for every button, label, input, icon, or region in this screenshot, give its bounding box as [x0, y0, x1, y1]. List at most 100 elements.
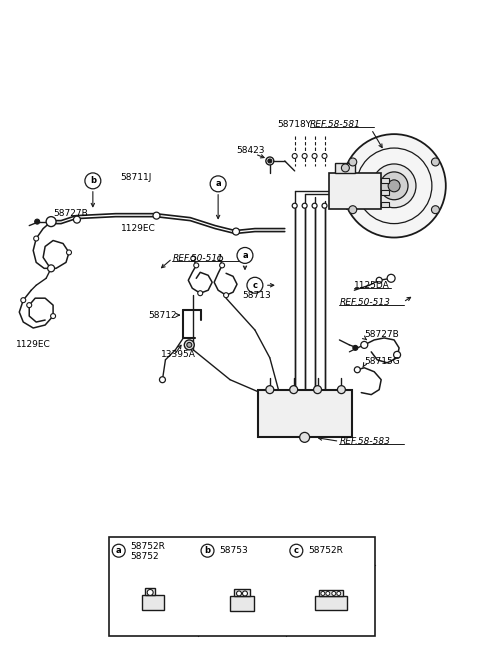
Text: REF.58-583: REF.58-583 — [339, 437, 390, 446]
Circle shape — [85, 173, 101, 189]
Circle shape — [302, 203, 307, 208]
Circle shape — [217, 256, 223, 261]
Bar — [315, 596, 347, 610]
Circle shape — [237, 247, 253, 263]
Text: 58752R: 58752R — [308, 546, 343, 555]
Text: c: c — [252, 281, 257, 290]
Circle shape — [342, 134, 446, 237]
Circle shape — [292, 154, 297, 159]
Text: REF.50-513: REF.50-513 — [339, 298, 390, 306]
Bar — [234, 590, 250, 596]
Text: b: b — [204, 546, 211, 555]
Circle shape — [302, 154, 307, 159]
Text: 58712: 58712 — [148, 310, 177, 319]
Text: 1129EC: 1129EC — [120, 224, 156, 233]
Circle shape — [268, 159, 272, 163]
Bar — [319, 590, 343, 596]
Circle shape — [332, 592, 336, 596]
Bar — [145, 588, 155, 596]
Circle shape — [376, 277, 382, 283]
Circle shape — [387, 274, 395, 282]
Bar — [109, 537, 375, 636]
Text: 58718Y: 58718Y — [278, 119, 312, 129]
Bar — [336, 163, 355, 173]
Circle shape — [361, 341, 368, 348]
Circle shape — [73, 216, 81, 223]
Bar — [230, 596, 254, 611]
Text: a: a — [242, 251, 248, 260]
Circle shape — [46, 216, 56, 226]
Circle shape — [247, 277, 263, 293]
Text: 58727B: 58727B — [364, 331, 399, 339]
Circle shape — [341, 164, 349, 172]
Bar — [381, 178, 389, 183]
Text: b: b — [90, 176, 96, 186]
Bar — [329, 173, 381, 209]
Circle shape — [48, 265, 55, 272]
Circle shape — [394, 352, 401, 358]
Text: 13395A: 13395A — [160, 350, 195, 359]
Text: 58753: 58753 — [219, 546, 248, 555]
Circle shape — [187, 342, 192, 348]
Circle shape — [21, 298, 26, 302]
Circle shape — [159, 377, 166, 382]
Circle shape — [232, 228, 240, 235]
Text: 58752R: 58752R — [131, 543, 166, 551]
Circle shape — [237, 591, 241, 596]
Circle shape — [194, 263, 199, 268]
Text: 58711J: 58711J — [120, 173, 152, 182]
Text: REF.50-511: REF.50-511 — [172, 254, 223, 263]
Circle shape — [224, 293, 228, 298]
Circle shape — [321, 592, 325, 596]
Circle shape — [266, 386, 274, 394]
Circle shape — [35, 219, 40, 224]
Circle shape — [184, 340, 194, 350]
Circle shape — [349, 158, 357, 166]
Text: a: a — [216, 179, 221, 188]
Text: a: a — [116, 546, 121, 555]
Circle shape — [353, 346, 358, 350]
Circle shape — [292, 203, 297, 208]
Text: 58752: 58752 — [131, 552, 159, 561]
Text: 58715G: 58715G — [364, 358, 400, 366]
Circle shape — [312, 154, 317, 159]
Circle shape — [191, 256, 196, 261]
Circle shape — [322, 203, 327, 208]
Bar — [381, 190, 389, 195]
Circle shape — [27, 302, 32, 308]
Circle shape — [210, 176, 226, 192]
Circle shape — [50, 314, 56, 319]
Circle shape — [349, 206, 357, 214]
Circle shape — [312, 203, 317, 208]
Circle shape — [372, 164, 416, 208]
Circle shape — [147, 590, 153, 596]
Circle shape — [266, 157, 274, 165]
Circle shape — [290, 386, 298, 394]
Circle shape — [432, 158, 439, 166]
Circle shape — [67, 250, 72, 255]
Circle shape — [326, 592, 330, 596]
Text: 58423: 58423 — [236, 146, 264, 155]
Circle shape — [153, 212, 160, 219]
Circle shape — [337, 592, 341, 596]
Bar — [142, 596, 164, 610]
Circle shape — [34, 236, 39, 241]
Circle shape — [112, 544, 125, 557]
Circle shape — [300, 432, 310, 442]
Circle shape — [198, 291, 203, 296]
Circle shape — [220, 263, 225, 268]
Bar — [1, 2, 479, 96]
Circle shape — [322, 154, 327, 159]
Circle shape — [242, 591, 248, 596]
Circle shape — [432, 206, 439, 214]
Circle shape — [380, 172, 408, 199]
Bar — [258, 390, 352, 438]
Text: REF.58-581: REF.58-581 — [310, 119, 360, 129]
Circle shape — [388, 180, 400, 192]
Text: 58713: 58713 — [242, 291, 271, 300]
Circle shape — [337, 386, 346, 394]
Text: c: c — [294, 546, 299, 555]
Circle shape — [354, 367, 360, 373]
Circle shape — [313, 386, 322, 394]
Text: 1129EC: 1129EC — [16, 340, 51, 350]
